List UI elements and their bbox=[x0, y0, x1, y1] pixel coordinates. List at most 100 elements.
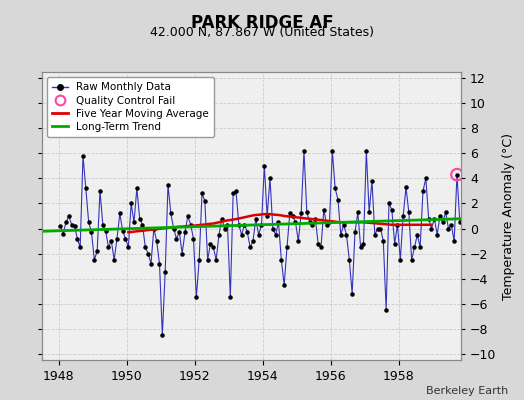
Point bbox=[408, 257, 416, 263]
Point bbox=[456, 219, 464, 226]
Point bbox=[130, 219, 138, 226]
Point bbox=[73, 235, 82, 242]
Point bbox=[447, 222, 455, 228]
Point bbox=[102, 228, 110, 234]
Point bbox=[374, 225, 382, 232]
Point bbox=[136, 215, 144, 222]
Point bbox=[405, 209, 413, 216]
Point bbox=[122, 235, 130, 242]
Point bbox=[340, 222, 348, 228]
Point bbox=[422, 175, 430, 182]
Point bbox=[303, 209, 311, 216]
Point bbox=[217, 215, 226, 222]
Point bbox=[181, 229, 189, 236]
Point bbox=[277, 257, 286, 263]
Point bbox=[110, 257, 118, 263]
Point bbox=[331, 185, 340, 192]
Y-axis label: Temperature Anomaly (°C): Temperature Anomaly (°C) bbox=[502, 132, 515, 300]
Point bbox=[453, 172, 461, 178]
Point bbox=[402, 184, 410, 190]
Point bbox=[300, 148, 308, 154]
Point bbox=[167, 210, 175, 217]
Point bbox=[317, 244, 325, 250]
Point bbox=[368, 178, 376, 184]
Point bbox=[215, 232, 223, 238]
Point bbox=[450, 238, 458, 244]
Point bbox=[453, 172, 461, 178]
Point bbox=[283, 244, 291, 250]
Point bbox=[118, 228, 127, 234]
Point bbox=[223, 222, 232, 228]
Point bbox=[320, 206, 328, 213]
Point bbox=[365, 209, 373, 216]
Point bbox=[235, 222, 243, 228]
Point bbox=[413, 232, 421, 238]
Point bbox=[203, 257, 212, 263]
Point bbox=[436, 213, 444, 219]
Point bbox=[93, 248, 101, 254]
Point bbox=[280, 282, 288, 288]
Point bbox=[263, 213, 271, 219]
Point bbox=[116, 210, 124, 217]
Point bbox=[178, 250, 187, 257]
Point bbox=[356, 244, 365, 250]
Point bbox=[376, 225, 385, 232]
Point bbox=[370, 232, 379, 238]
Point bbox=[246, 244, 254, 250]
Point bbox=[212, 257, 221, 263]
Point bbox=[291, 219, 300, 226]
Point bbox=[379, 238, 388, 244]
Point bbox=[155, 260, 163, 267]
Point bbox=[147, 260, 155, 267]
Point bbox=[96, 188, 104, 194]
Point bbox=[325, 219, 334, 226]
Point bbox=[348, 290, 356, 297]
Point bbox=[359, 240, 368, 247]
Point bbox=[124, 244, 133, 250]
Point bbox=[345, 257, 354, 263]
Point bbox=[76, 244, 84, 250]
Point bbox=[150, 225, 158, 232]
Point bbox=[99, 222, 107, 228]
Point bbox=[144, 250, 152, 257]
Point bbox=[209, 244, 217, 250]
Point bbox=[195, 257, 203, 263]
Point bbox=[351, 229, 359, 236]
Point bbox=[322, 222, 331, 228]
Point bbox=[308, 222, 316, 228]
Point bbox=[441, 209, 450, 216]
Point bbox=[410, 244, 419, 250]
Point bbox=[198, 190, 206, 197]
Point bbox=[104, 244, 113, 250]
Point bbox=[82, 185, 90, 192]
Point bbox=[241, 222, 249, 228]
Point bbox=[249, 238, 257, 244]
Point bbox=[127, 200, 135, 207]
Point bbox=[328, 148, 336, 154]
Point bbox=[175, 229, 183, 236]
Point bbox=[294, 238, 302, 244]
Point bbox=[342, 232, 351, 238]
Point bbox=[396, 257, 405, 263]
Point bbox=[354, 209, 362, 216]
Point bbox=[439, 219, 447, 226]
Point bbox=[390, 240, 399, 247]
Point bbox=[70, 223, 79, 229]
Point bbox=[113, 235, 121, 242]
Text: 42.000 N, 87.867 W (United States): 42.000 N, 87.867 W (United States) bbox=[150, 26, 374, 39]
Point bbox=[269, 225, 277, 232]
Point bbox=[79, 153, 87, 159]
Point bbox=[138, 222, 147, 228]
Point bbox=[257, 222, 266, 228]
Point bbox=[59, 230, 68, 237]
Point bbox=[255, 232, 263, 238]
Point bbox=[416, 244, 424, 250]
Point bbox=[56, 223, 64, 229]
Point bbox=[266, 175, 274, 182]
Point bbox=[274, 219, 282, 226]
Point bbox=[433, 232, 441, 238]
Point bbox=[161, 269, 169, 276]
Point bbox=[271, 232, 280, 238]
Point bbox=[394, 222, 402, 228]
Point bbox=[172, 235, 181, 242]
